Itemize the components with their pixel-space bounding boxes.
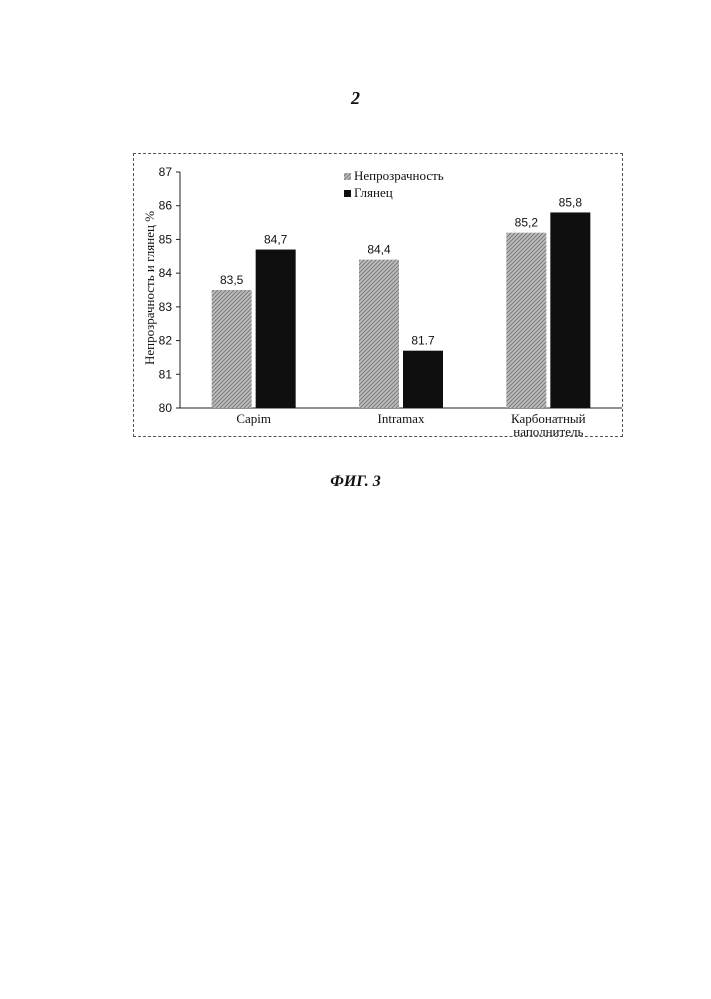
legend-swatch — [344, 190, 351, 197]
legend-label: Глянец — [354, 185, 393, 200]
y-tick-label: 84 — [159, 266, 173, 280]
bar-gloss — [256, 250, 296, 408]
chart-frame: 80 81 82 83 84 85 86 87 83,5 84,7 Capim 84,4 81.7 In… — [133, 153, 623, 437]
figure-caption: ФИГ. 3 — [0, 473, 711, 491]
legend: Непрозрачность Глянец — [344, 168, 444, 200]
bar-value-label: 85,2 — [515, 216, 539, 230]
bar-value-label: 81.7 — [411, 334, 435, 348]
bar-chart: 80 81 82 83 84 85 86 87 83,5 84,7 Capim 84,4 81.7 In… — [134, 154, 622, 436]
bar-value-label: 84,7 — [264, 233, 288, 247]
x-tick-label: Capim — [236, 411, 271, 426]
y-tick-label: 81 — [159, 367, 173, 381]
bar-gloss — [403, 351, 443, 408]
x-tick-label: Intramax — [378, 411, 425, 426]
y-tick-label: 85 — [159, 232, 173, 246]
bar-gloss — [550, 212, 590, 408]
bar-value-label: 85,8 — [559, 195, 583, 209]
y-tick-label: 83 — [159, 300, 173, 314]
y-axis-label: Непрозрачность и глянец % — [142, 211, 157, 365]
page-number: 2 — [0, 88, 711, 109]
y-tick-label: 82 — [159, 334, 173, 348]
y-tick-label: 80 — [159, 401, 173, 415]
y-tick-label: 86 — [159, 199, 173, 213]
legend-swatch — [344, 173, 351, 180]
y-tick-label: 87 — [159, 165, 173, 179]
legend-label: Непрозрачность — [354, 168, 444, 183]
x-tick-label: наполнитель — [513, 424, 583, 436]
bar-opacity — [506, 233, 546, 408]
bar-value-label: 83,5 — [220, 273, 244, 287]
bar-opacity — [212, 290, 252, 408]
bar-value-label: 84,4 — [367, 243, 391, 257]
bar-opacity — [359, 260, 399, 408]
